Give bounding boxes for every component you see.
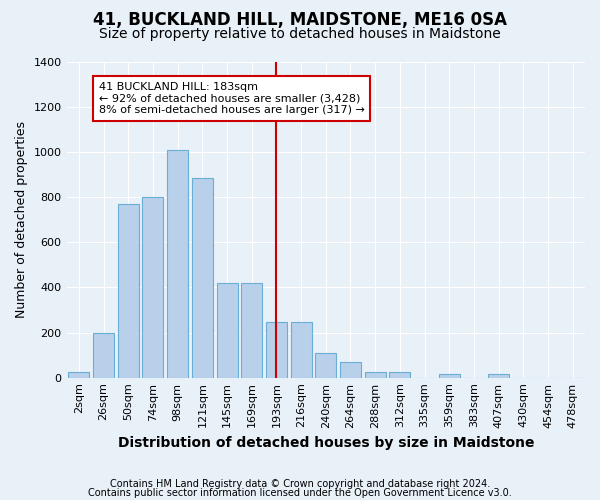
Bar [241,283,262,378]
X-axis label: Distribution of detached houses by size in Maidstone: Distribution of detached houses by size … [118,436,534,450]
Bar [217,283,238,378]
Bar [340,362,361,378]
Text: Contains public sector information licensed under the Open Government Licence v3: Contains public sector information licen… [88,488,512,498]
Bar [142,197,163,378]
Bar [439,374,460,378]
Text: 41, BUCKLAND HILL, MAIDSTONE, ME16 0SA: 41, BUCKLAND HILL, MAIDSTONE, ME16 0SA [93,11,507,29]
Bar [290,322,311,378]
Bar [68,372,89,378]
Bar [315,353,336,378]
Y-axis label: Number of detached properties: Number of detached properties [15,121,28,318]
Text: Size of property relative to detached houses in Maidstone: Size of property relative to detached ho… [99,27,501,41]
Bar [488,374,509,378]
Bar [365,372,386,378]
Bar [192,178,213,378]
Bar [93,332,114,378]
Bar [118,204,139,378]
Text: 41 BUCKLAND HILL: 183sqm
← 92% of detached houses are smaller (3,428)
8% of semi: 41 BUCKLAND HILL: 183sqm ← 92% of detach… [98,82,365,115]
Bar [167,150,188,378]
Bar [266,322,287,378]
Bar [389,372,410,378]
Text: Contains HM Land Registry data © Crown copyright and database right 2024.: Contains HM Land Registry data © Crown c… [110,479,490,489]
